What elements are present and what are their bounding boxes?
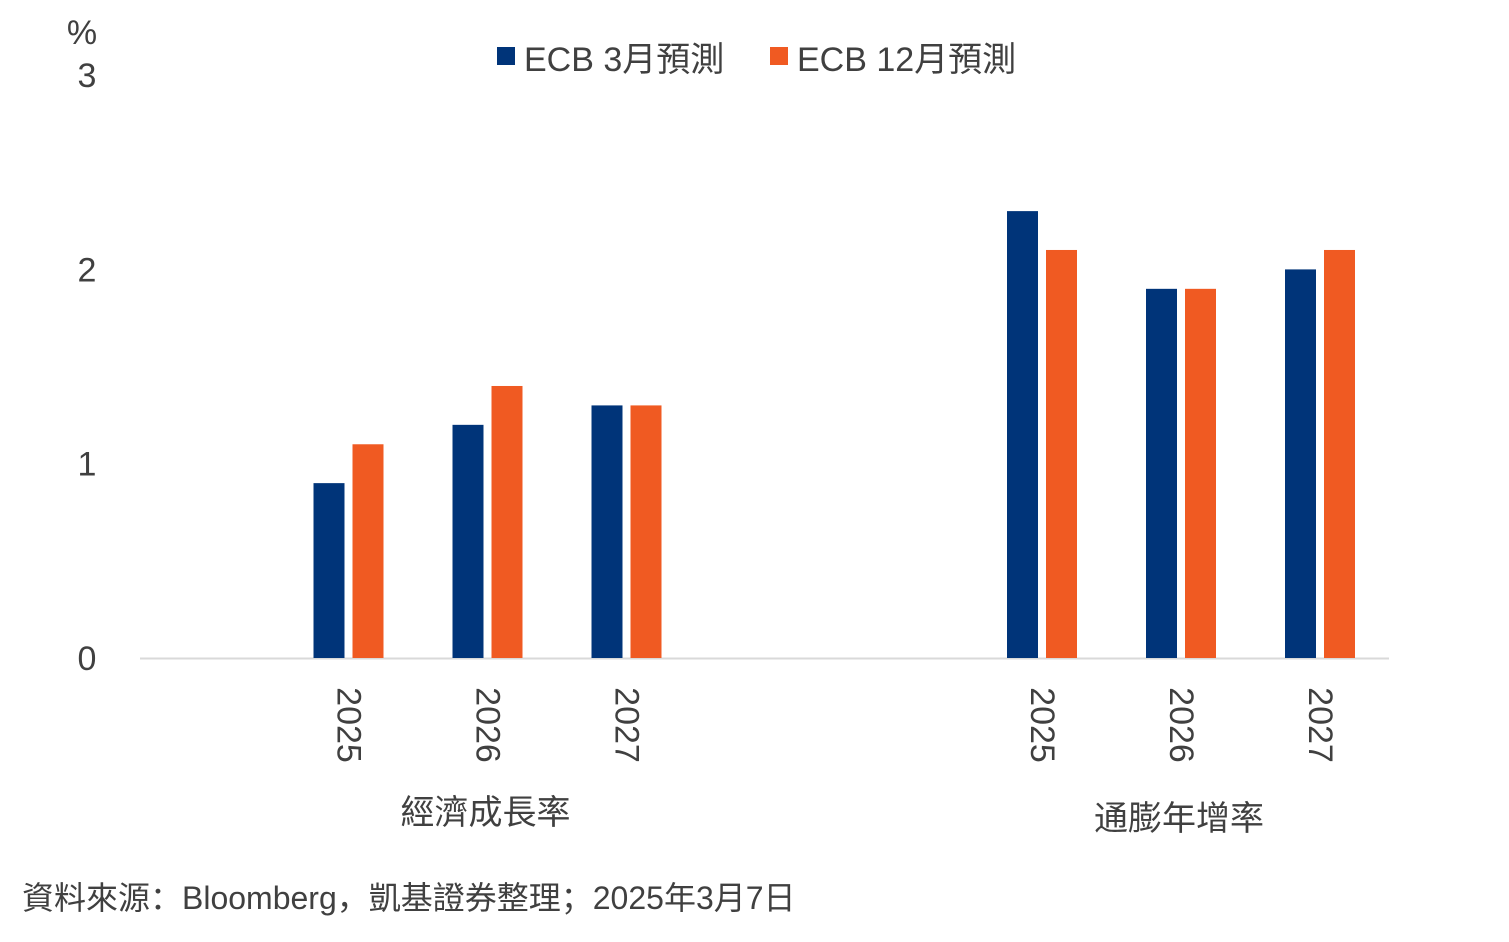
x-tick-label: 2027 xyxy=(1301,687,1339,763)
legend-swatch xyxy=(497,47,515,65)
y-tick-label: 3 xyxy=(78,57,97,95)
legend: ECB 3月預測 ECB 12月預測 xyxy=(497,41,1016,79)
group-label: 經濟成長率 xyxy=(401,794,571,832)
x-tick-label: 2025 xyxy=(1023,687,1061,763)
bar xyxy=(1007,211,1038,659)
bar xyxy=(1185,288,1216,658)
bar xyxy=(1046,249,1077,658)
bar xyxy=(452,424,484,658)
x-axis: 2025 2026 2027 2025 2026 2027 xyxy=(330,687,1340,763)
bar xyxy=(491,385,523,658)
source-note: 資料來源：Bloomberg，凱基證券整理；2025年3月7日 xyxy=(22,880,796,916)
group-labels: 經濟成長率 通膨年增率 xyxy=(401,794,1265,838)
bar xyxy=(1285,269,1316,658)
legend-swatch xyxy=(770,47,788,65)
y-tick-label: 2 xyxy=(78,251,97,289)
bar xyxy=(313,483,345,658)
bar xyxy=(352,444,384,658)
x-tick-label: 2025 xyxy=(330,687,368,763)
bar xyxy=(591,405,623,658)
bar xyxy=(1324,249,1355,658)
legend-label: ECB 12月預測 xyxy=(797,41,1016,79)
y-axis-unit-label: % xyxy=(67,14,97,52)
bars-layer xyxy=(313,211,1355,659)
bar xyxy=(630,405,662,658)
bar xyxy=(1146,288,1177,658)
x-tick-label: 2026 xyxy=(469,687,507,763)
y-tick-label: 1 xyxy=(78,446,97,484)
x-tick-label: 2027 xyxy=(608,687,646,763)
legend-label: ECB 3月預測 xyxy=(524,41,724,79)
y-axis: 0 1 2 3 xyxy=(78,57,97,678)
x-tick-label: 2026 xyxy=(1162,687,1200,763)
y-tick-label: 0 xyxy=(78,640,97,678)
group-label: 通膨年增率 xyxy=(1094,800,1264,838)
